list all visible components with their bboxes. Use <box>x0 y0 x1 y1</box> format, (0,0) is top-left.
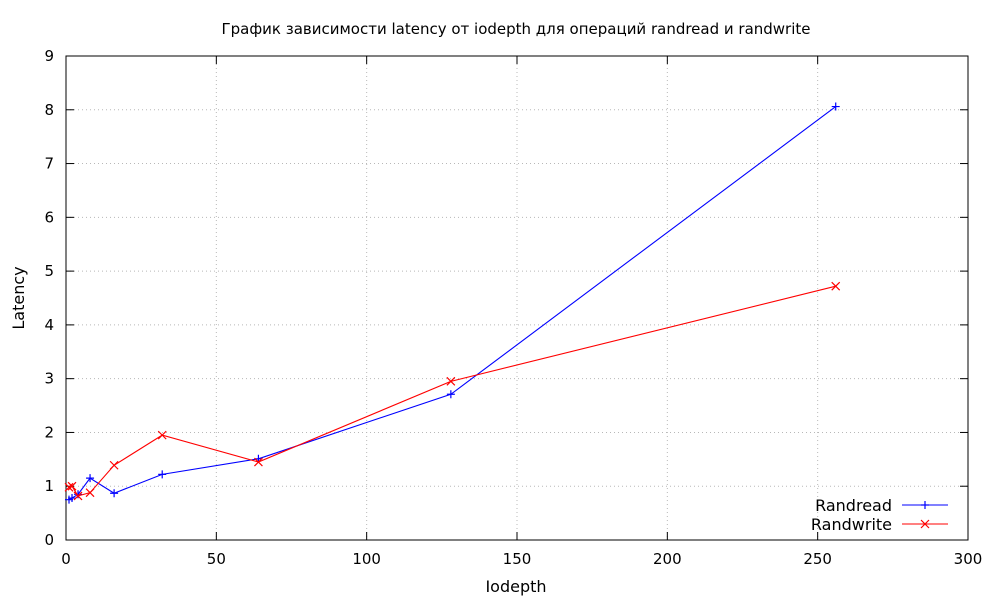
data-point-randread <box>86 474 95 483</box>
series-randwrite <box>64 281 841 501</box>
x-tick-label: 100 <box>352 550 381 568</box>
series-layer <box>64 102 841 504</box>
data-point-randwrite <box>157 430 167 440</box>
data-point-randread <box>110 489 119 498</box>
data-point-randwrite <box>446 376 456 386</box>
y-tick-label: 3 <box>44 370 54 388</box>
y-tick-label: 5 <box>44 262 54 280</box>
ticks-layer: 0 50 100 150 200 250 300 0 1 2 3 4 5 6 7 8 9 <box>44 47 982 568</box>
y-tick-label: 9 <box>44 47 54 65</box>
data-point-randwrite <box>67 481 77 491</box>
data-point-randread <box>74 490 83 499</box>
grid-layer <box>66 56 968 540</box>
legend-label-randread: Randread <box>815 496 892 515</box>
y-tick-label: 7 <box>44 155 54 173</box>
x-tick-label: 0 <box>61 550 71 568</box>
data-point-randwrite <box>254 457 263 467</box>
legend-label-randwrite: Randwrite <box>811 515 892 534</box>
x-tick-label: 200 <box>653 550 682 568</box>
y-tick-label: 6 <box>44 208 54 226</box>
data-point-randread <box>446 390 455 399</box>
data-point-randwrite <box>73 491 83 501</box>
y-tick-label: 4 <box>44 316 54 334</box>
y-axis-title: Latency <box>9 266 28 329</box>
data-point-randread <box>158 470 167 479</box>
data-point-randwrite <box>109 460 119 470</box>
chart-title: График зависимости latency от iodepth дл… <box>221 20 810 38</box>
x-tick-label: 250 <box>803 550 832 568</box>
series-randread <box>65 102 840 504</box>
series-line-randwrite <box>68 285 836 497</box>
data-point-randwrite <box>85 488 95 498</box>
data-point-randwrite <box>831 281 841 291</box>
y-tick-label: 2 <box>44 423 54 441</box>
data-point-randwrite <box>64 482 74 492</box>
x-axis-title: Iodepth <box>485 577 546 596</box>
x-tick-label: 300 <box>954 550 983 568</box>
y-tick-label: 8 <box>44 101 54 119</box>
x-tick-label: 50 <box>207 550 226 568</box>
legend-marker-randwrite <box>920 519 930 529</box>
data-point-randread <box>68 494 77 503</box>
data-point-randread <box>831 102 840 111</box>
legend-marker-randread <box>921 501 929 509</box>
x-tick-label: 150 <box>503 550 532 568</box>
y-tick-label: 1 <box>44 477 54 495</box>
y-tick-label: 0 <box>44 531 54 549</box>
